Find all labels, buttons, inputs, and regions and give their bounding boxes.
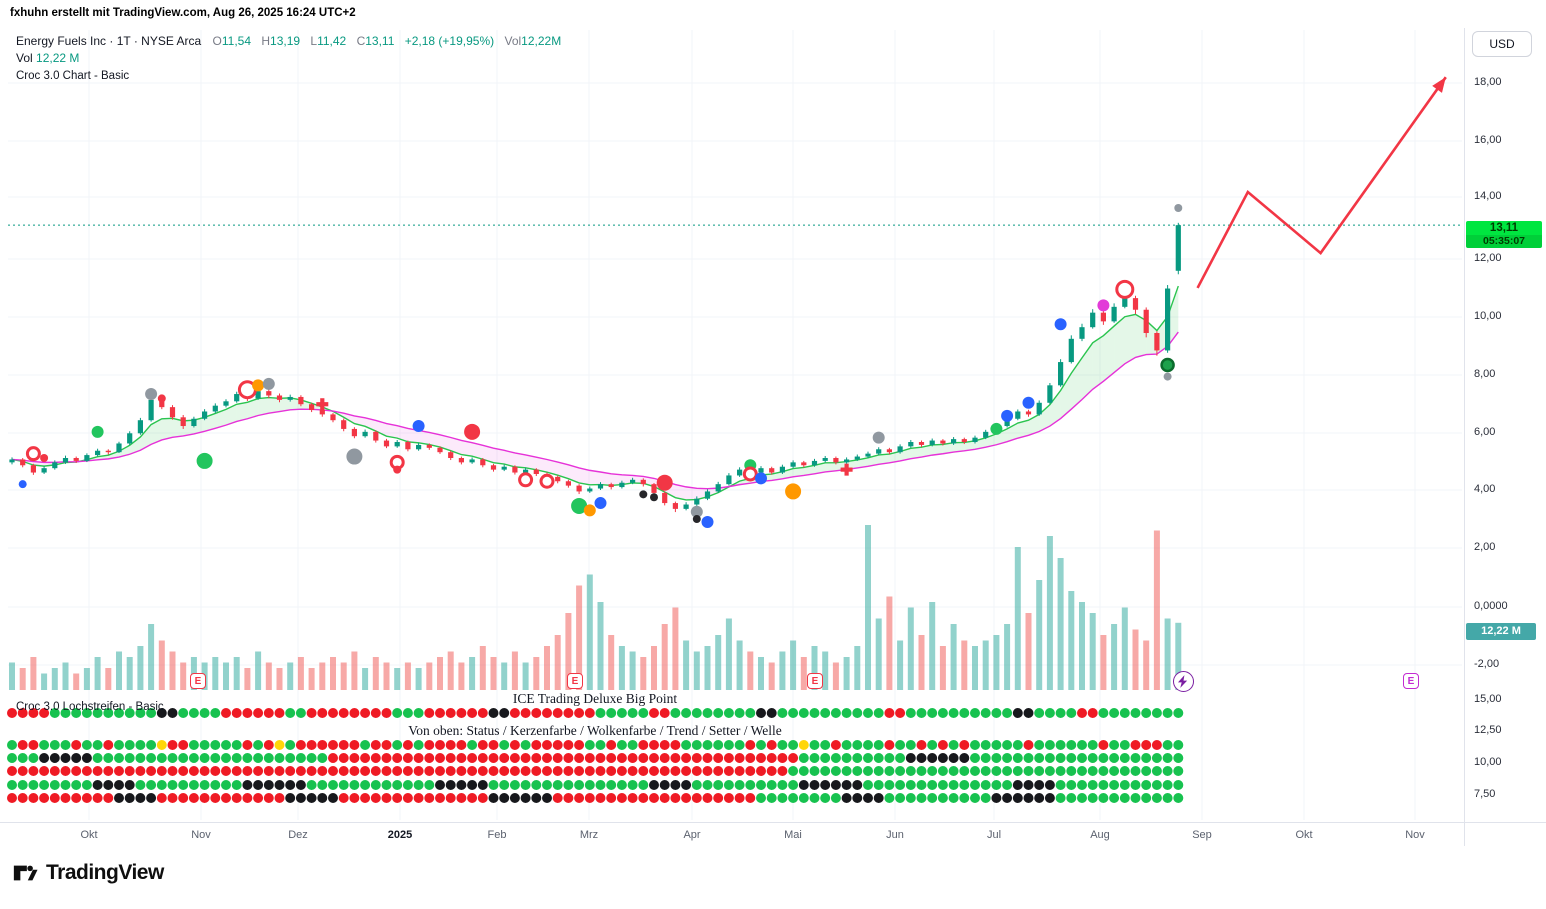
close-value: 13,11	[365, 34, 395, 48]
vol-indicator-label: Vol	[16, 51, 33, 65]
symbol-title[interactable]: Energy Fuels Inc · 1T · NYSE Arca	[16, 34, 202, 48]
time-axis-label: Okt	[1295, 829, 1313, 841]
price-axis[interactable]	[1464, 28, 1546, 846]
punch-rows-layer	[7, 708, 1184, 803]
time-axis-label: Dez	[288, 829, 308, 841]
symbol-legend: Energy Fuels Inc · 1T · NYSE Arca O11,54…	[16, 33, 568, 85]
low-label: L	[310, 34, 318, 48]
price-axis-tick: 18,00	[1474, 76, 1502, 88]
indicator-title[interactable]: Croc 3.0 Chart - Basic	[16, 70, 130, 82]
price-axis-tick: 6,00	[1474, 426, 1496, 438]
time-axis-label: Feb	[487, 829, 507, 841]
vol-indicator-value: 12,22 M	[36, 51, 80, 65]
ohlc-row: Energy Fuels Inc · 1T · NYSE Arca O11,54…	[16, 33, 568, 50]
currency-button[interactable]: USD	[1472, 31, 1532, 57]
time-axis-label: Jul	[986, 829, 1002, 841]
time-axis-label: Sep	[1192, 829, 1212, 841]
volume-layer	[9, 525, 1182, 690]
high-value: 13,19	[270, 34, 301, 48]
projection-arrow-head	[1432, 77, 1446, 93]
earnings-badge[interactable]: E	[567, 673, 583, 689]
low-value: 11,42	[317, 34, 347, 48]
time-axis-label: Nov	[191, 829, 211, 841]
time-axis-label: Nov	[1405, 829, 1425, 841]
price-axis-tick: 16,00	[1474, 134, 1502, 146]
price-axis-tick: 7,50	[1474, 788, 1496, 800]
high-label: H	[261, 34, 271, 48]
tradingview-logo[interactable]: TradingView	[12, 860, 164, 886]
volume-indicator-row[interactable]: Vol 12,22 M	[16, 50, 568, 67]
projection-arrow[interactable]	[1196, 76, 1447, 289]
open-label: O	[212, 34, 222, 48]
price-axis-tick: 2,00	[1474, 541, 1496, 553]
bar-countdown: 05:35:07	[1466, 235, 1542, 248]
time-axis-label: Apr	[683, 829, 701, 841]
earnings-badge[interactable]: E	[190, 673, 206, 689]
time-axis-label: Aug	[1090, 829, 1110, 841]
chart-canvas[interactable]	[0, 0, 1546, 822]
time-axis-label: 2025	[387, 829, 413, 841]
last-price-badge: 13,11 05:35:07	[1466, 221, 1542, 248]
price-axis-tick: 14,00	[1474, 190, 1502, 202]
price-axis-tick: 12,50	[1474, 724, 1502, 736]
price-axis-tick: -2,00	[1474, 658, 1500, 670]
lower-panel-title[interactable]: Croc 3.0 Lochstreifen - Basic	[16, 701, 164, 713]
change-value: +2,18 (+19,95%)	[404, 34, 495, 48]
price-axis-tick: 4,00	[1474, 483, 1496, 495]
close-label: C	[356, 34, 366, 48]
volume-axis-badge: 12,22 M	[1466, 623, 1536, 640]
flash-icon[interactable]	[1173, 671, 1194, 692]
signal-markers-layer	[18, 204, 1183, 528]
price-axis-tick: 8,00	[1474, 368, 1496, 380]
lightning-bolt-icon	[1178, 675, 1188, 688]
cloud-layer	[11, 285, 1179, 501]
volume-label: Vol	[504, 34, 522, 48]
open-value: 11,54	[221, 34, 252, 48]
tradingview-logo-icon	[13, 865, 38, 881]
time-axis-label: Okt	[80, 829, 98, 841]
earnings-badge[interactable]: E	[807, 673, 823, 689]
tradingview-logo-text: TradingView	[46, 861, 164, 884]
price-axis-tick: 10,00	[1474, 310, 1502, 322]
time-axis-label: Mai	[784, 829, 802, 841]
time-axis-label: Jun	[886, 829, 904, 841]
price-axis-tick: 15,00	[1474, 693, 1502, 705]
price-axis-tick: 10,00	[1474, 756, 1502, 768]
last-price-value: 13,11	[1466, 221, 1542, 235]
price-axis-tick: 12,00	[1474, 252, 1502, 264]
volume-value: 12,22M	[521, 34, 562, 48]
time-axis[interactable]	[0, 822, 1546, 849]
time-axis-label: Mrz	[579, 829, 599, 841]
punch-rows-description: Von oben: Status / Kerzenfarbe / Wolkenf…	[408, 723, 782, 738]
price-axis-tick: 0,0000	[1474, 600, 1508, 612]
credit-line: fxhuhn erstellt mit TradingView.com, Aug…	[10, 7, 356, 19]
candles-layer	[9, 222, 1181, 513]
ice-trading-heading: ICE Trading Deluxe Big Point	[512, 691, 678, 706]
earnings-badge[interactable]: E	[1403, 673, 1419, 689]
